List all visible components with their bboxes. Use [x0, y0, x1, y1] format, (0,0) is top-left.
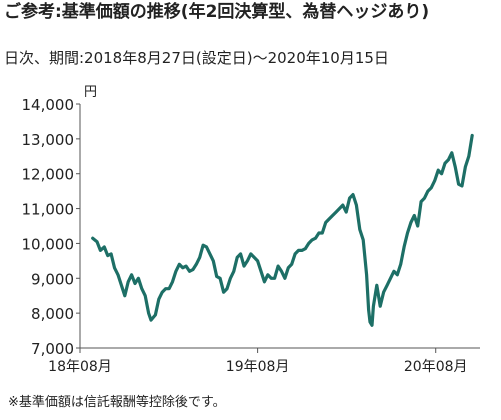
line-chart: 円 7,000 8,000 9,000 10,000 11,000 12,000 13,00…: [22, 85, 480, 375]
y-tick-label: 8,000: [31, 305, 74, 323]
x-tick-labels: 18年08月 19年08月 20年08月: [48, 359, 467, 375]
x-tick-label: 19年08月: [226, 359, 290, 375]
series-line: [91, 133, 474, 327]
y-tick-label: 9,000: [31, 270, 74, 288]
chart-title: ご参考:基準価額の推移(年2回決算型、為替ヘッジあり): [4, 2, 430, 22]
y-tick-label: 12,000: [22, 166, 75, 184]
period-label: 日次、期間:2018年8月27日(設定日)〜2020年10月15日: [4, 49, 389, 67]
y-tick-label: 14,000: [22, 96, 75, 114]
axes: [76, 103, 480, 353]
x-tick-label: 20年08月: [404, 359, 468, 375]
y-tick-labels: 7,000 8,000 9,000 10,000 11,000 12,000 13,000 1…: [22, 96, 75, 358]
y-tick-label: 11,000: [22, 201, 75, 219]
y-tick-label: 7,000: [31, 340, 74, 358]
x-tick-label: 18年08月: [48, 359, 112, 375]
y-tick-label: 10,000: [22, 235, 75, 253]
footnote: ※基準価額は信託報酬等控除後です。: [8, 395, 226, 410]
y-unit-label: 円: [84, 85, 97, 100]
y-tick-label: 13,000: [22, 131, 75, 149]
